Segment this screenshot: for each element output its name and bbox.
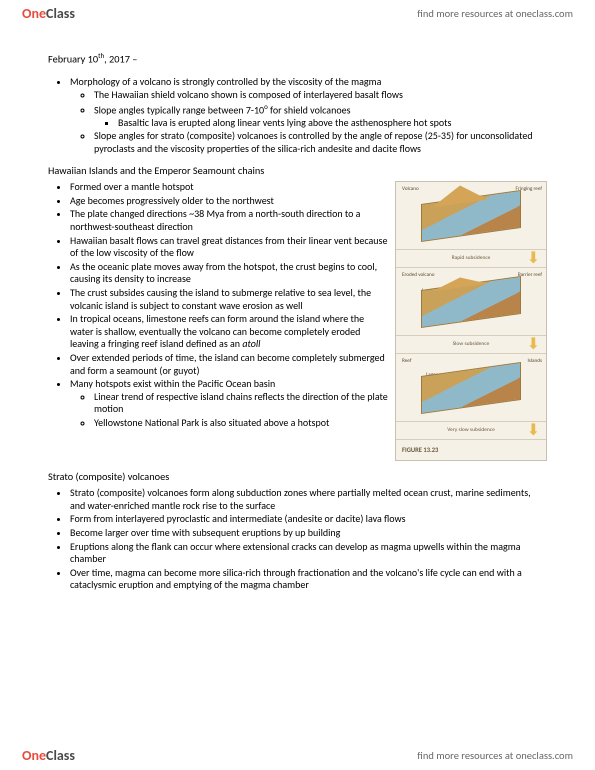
list-item: Slope angles typically range between 7-1… (94, 103, 547, 130)
intro-list: Morphology of a volcano is strongly cont… (48, 76, 547, 155)
list-item: Many hotspots exist within the Pacific O… (70, 378, 389, 429)
date-line: February 10th, 2017 – (48, 52, 547, 66)
fig-label: Barrier reef (518, 272, 542, 279)
text: for shield volcanoes (268, 103, 351, 116)
fig-label: Slow subsidence (453, 341, 490, 348)
list-item: Yellowstone National Park is also situat… (94, 417, 389, 430)
logo-class: Class (46, 5, 75, 22)
date-suffix: , 2017 – (104, 52, 137, 65)
figure-13-23: Fringing reef Volcano ⬇ Rapid subsidence… (395, 181, 547, 461)
list-item: Hawaiian basalt flows can travel great d… (70, 235, 389, 260)
date-prefix: February 10 (48, 52, 98, 65)
list-item: Formed over a mantle hotspot (70, 181, 389, 194)
figure-panel-c: Reef Islands Lagoon (396, 354, 546, 422)
sec2-list: Strato (composite) volcanoes form along … (48, 487, 547, 592)
list-item: The plate changed directions ~38 Mya fro… (70, 208, 389, 233)
list-item: Become larger over time with subsequent … (70, 527, 547, 540)
list-item: Linear trend of respective island chains… (94, 391, 389, 416)
figure-arrow-3: ⬇ Very slow subsidence (396, 422, 546, 440)
arrow-down-icon: ⬇ (527, 249, 540, 269)
fig-label: Islands (528, 358, 543, 365)
logo-class: Class (46, 747, 75, 764)
footer-link[interactable]: find more resources at oneclass.com (417, 749, 573, 762)
section-title-1: Hawaiian Islands and the Emperor Seamoun… (48, 165, 547, 178)
list-item: Slope angles for strato (composite) volc… (94, 130, 547, 155)
page-content: February 10th, 2017 – Morphology of a vo… (0, 26, 595, 592)
logo-one: One (22, 5, 46, 22)
list-item: As the oceanic plate moves away from the… (70, 261, 389, 286)
logo-one: One (22, 747, 46, 764)
text: In tropical oceans, limestone reefs can … (70, 312, 364, 350)
figure-panel-b: Eroded volcano Barrier reef Lagoon (396, 268, 546, 336)
arrow-down-icon: ⬇ (527, 335, 540, 355)
fig-label: Eroded volcano (402, 272, 435, 279)
list-item: Strato (composite) volcanoes form along … (70, 487, 547, 512)
fig-label: Rapid subsidence (452, 255, 491, 262)
text: Morphology of a volcano is strongly cont… (70, 75, 381, 88)
arrow-down-icon: ⬇ (527, 421, 540, 441)
atoll-ital: atoll (242, 337, 260, 350)
list-item: Basaltic lava is erupted along linear ve… (118, 117, 547, 130)
sec1-list: Formed over a mantle hotspot Age becomes… (48, 181, 389, 429)
figure-caption-row: FIGURE 13.23 (396, 440, 546, 460)
list-item: In tropical oceans, limestone reefs can … (70, 313, 389, 351)
figure-caption: FIGURE 13.23 (402, 446, 438, 454)
fig-label: Reef (402, 358, 411, 365)
list-item: Form from interlayered pyroclastic and i… (70, 513, 547, 526)
figure-panel-a: Fringing reef Volcano (396, 182, 546, 250)
header-link[interactable]: find more resources at oneclass.com (417, 7, 573, 20)
list-item: Morphology of a volcano is strongly cont… (70, 76, 547, 155)
text: Many hotspots exist within the Pacific O… (70, 377, 275, 390)
figure-arrow-2: ⬇ Slow subsidence (396, 336, 546, 354)
list-item: The Hawaiian shield volcano shown is com… (94, 89, 547, 102)
figure-arrow-1: ⬇ Rapid subsidence (396, 250, 546, 268)
text: Slope angles typically range between 7-1… (94, 103, 264, 116)
list-item: Over extended periods of time, the islan… (70, 352, 389, 377)
list-item: Over time, magma can become more silica-… (70, 567, 547, 592)
list-item: Age becomes progressively older to the n… (70, 195, 389, 208)
list-item: The crust subsides causing the island to… (70, 287, 389, 312)
list-item: Eruptions along the flank can occur wher… (70, 541, 547, 566)
fig-label: Volcano (402, 186, 419, 193)
brand-logo-footer: OneClass (22, 747, 75, 764)
section-title-2: Strato (composite) volcanoes (48, 471, 547, 484)
brand-logo: OneClass (22, 5, 75, 22)
fig-label: Very slow subsidence (447, 427, 495, 434)
